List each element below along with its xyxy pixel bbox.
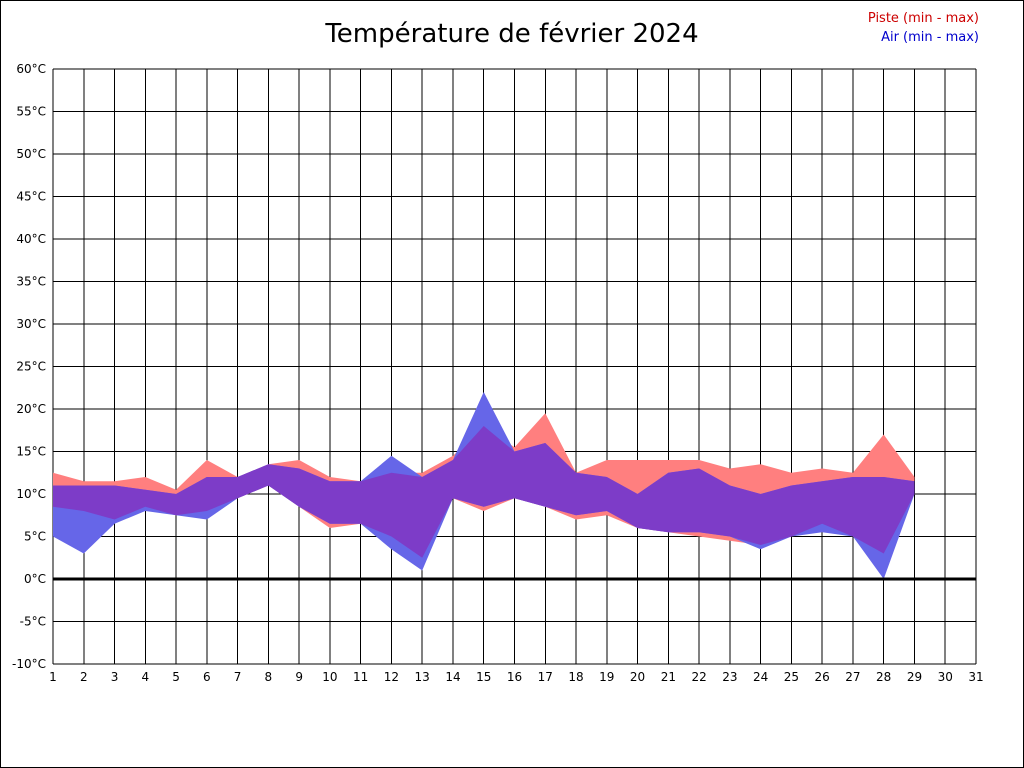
svg-text:18: 18: [568, 670, 583, 684]
svg-text:4: 4: [141, 670, 149, 684]
svg-text:50°C: 50°C: [16, 147, 46, 161]
svg-text:-10°C: -10°C: [12, 657, 46, 671]
legend-piste-label: Piste (min - max): [867, 11, 979, 26]
legend: Piste (min - max) Air (min - max): [868, 9, 979, 47]
y-axis-labels: -10°C -5°C 0°C 5°C 10°C 15°C 20°C 25°C 30°C 35°C 4…: [12, 62, 46, 671]
svg-text:15: 15: [476, 670, 491, 684]
svg-text:14: 14: [445, 670, 460, 684]
overlap-band: [53, 426, 915, 558]
svg-text:7: 7: [234, 670, 242, 684]
svg-text:25: 25: [784, 670, 799, 684]
svg-text:13: 13: [415, 670, 430, 684]
svg-text:27: 27: [845, 670, 860, 684]
svg-text:1: 1: [49, 670, 57, 684]
svg-text:11: 11: [353, 670, 368, 684]
svg-text:55°C: 55°C: [16, 105, 46, 119]
svg-text:-5°C: -5°C: [20, 615, 46, 629]
svg-text:21: 21: [661, 670, 676, 684]
svg-text:25°C: 25°C: [16, 360, 46, 374]
svg-text:5°C: 5°C: [24, 530, 46, 544]
svg-text:15°C: 15°C: [16, 445, 46, 459]
svg-text:6: 6: [203, 670, 211, 684]
svg-text:20°C: 20°C: [16, 402, 46, 416]
svg-text:28: 28: [876, 670, 891, 684]
svg-text:20: 20: [630, 670, 645, 684]
svg-text:60°C: 60°C: [16, 62, 46, 76]
svg-text:9: 9: [295, 670, 303, 684]
svg-text:8: 8: [265, 670, 273, 684]
svg-text:30: 30: [938, 670, 953, 684]
svg-text:31: 31: [968, 670, 983, 684]
svg-text:10: 10: [322, 670, 337, 684]
svg-text:40°C: 40°C: [16, 232, 46, 246]
svg-text:16: 16: [507, 670, 522, 684]
svg-text:30°C: 30°C: [16, 317, 46, 331]
svg-text:5: 5: [172, 670, 180, 684]
svg-text:10°C: 10°C: [16, 487, 46, 501]
svg-text:19: 19: [599, 670, 614, 684]
svg-text:12: 12: [384, 670, 399, 684]
chart-title: Température de février 2024: [325, 19, 699, 49]
svg-text:35°C: 35°C: [16, 275, 46, 289]
svg-text:2: 2: [80, 670, 88, 684]
svg-text:26: 26: [815, 670, 830, 684]
svg-text:22: 22: [691, 670, 706, 684]
x-axis-labels: 1 2 3 4 5 6 7 8 9 10 11 12 13 14 15 16 17 18 19 20 21 22 23 24 2…: [49, 670, 983, 684]
svg-text:23: 23: [722, 670, 737, 684]
grid-lines: [52, 68, 977, 665]
svg-text:24: 24: [753, 670, 768, 684]
svg-text:0°C: 0°C: [24, 572, 46, 586]
legend-air-label: Air (min - max): [881, 30, 979, 45]
svg-text:45°C: 45°C: [16, 190, 46, 204]
svg-text:3: 3: [111, 670, 119, 684]
svg-text:29: 29: [907, 670, 922, 684]
svg-text:17: 17: [538, 670, 553, 684]
